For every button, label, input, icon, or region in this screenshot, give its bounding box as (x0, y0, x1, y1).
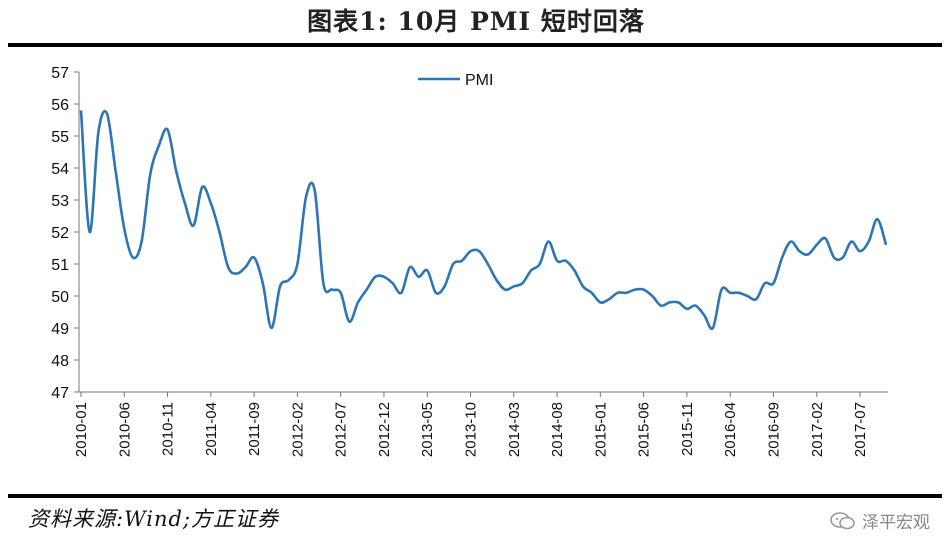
x-tick-label: 2015-01 (592, 402, 609, 457)
y-tick-label: 53 (51, 193, 69, 210)
x-tick-label: 2010-01 (73, 402, 90, 457)
legend-label-pmi: PMI (465, 72, 493, 89)
wechat-icon (830, 511, 855, 529)
x-tick-label: 2013-10 (463, 402, 480, 457)
watermark-text: 泽平宏观 (862, 513, 930, 533)
watermark: 泽平宏观 (830, 508, 930, 533)
x-tick-label: 2013-05 (419, 402, 436, 457)
series-line-pmi (79, 109, 888, 331)
x-tick-label: 2015-06 (636, 402, 653, 457)
legend: PMI (418, 72, 493, 89)
y-tick-label: 56 (51, 97, 69, 114)
x-tick-label: 2012-07 (333, 402, 350, 457)
x-tick-label: 2016-09 (765, 402, 782, 457)
x-tick-label: 2015-11 (679, 402, 696, 456)
x-axis: 2010-01 2010-06 2010-11 2011-04 2011-09 2012-… (73, 391, 888, 457)
bottom-rule (8, 494, 942, 498)
x-tick-label: 2014-08 (549, 402, 566, 457)
y-axis: 47 48 49 50 51 52 53 54 55 56 57 (51, 65, 80, 402)
series-layer (79, 109, 888, 331)
y-tick-label: 50 (51, 289, 69, 306)
y-tick-label: 49 (51, 321, 69, 338)
source-note: 资料来源:Wind;方正证券 (28, 507, 280, 531)
x-tick-label: 2011-04 (203, 402, 220, 456)
y-tick-label: 57 (51, 65, 69, 82)
x-tick-label: 2010-06 (116, 402, 133, 457)
x-tick-label: 2014-03 (506, 402, 523, 457)
x-tick-label: 2017-02 (809, 402, 826, 457)
x-tick-label: 2012-02 (289, 402, 306, 457)
y-tick-label: 54 (51, 161, 69, 178)
chart-title: 图表1: 10月 PMI 短时回落 (307, 7, 645, 36)
y-tick-label: 48 (51, 353, 69, 370)
x-tick-label: 2012-12 (376, 402, 393, 457)
x-tick-label: 2016-04 (722, 402, 739, 457)
y-tick-label: 47 (51, 385, 69, 402)
y-tick-label: 52 (51, 225, 69, 242)
top-rule (8, 43, 942, 47)
x-tick-label: 2011-09 (246, 402, 263, 456)
y-tick-label: 51 (51, 257, 69, 274)
y-tick-label: 55 (51, 129, 69, 146)
x-tick-label: 2010-11 (160, 402, 177, 456)
x-tick-label: 2017-07 (852, 402, 869, 457)
